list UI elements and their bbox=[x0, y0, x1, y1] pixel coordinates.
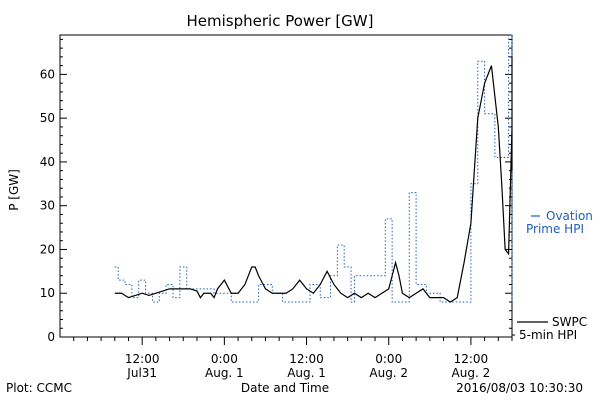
y-tick-label: 30 bbox=[40, 199, 55, 213]
series-ovation-prime-line bbox=[114, 34, 513, 303]
data-lines bbox=[114, 34, 513, 303]
legend-swpc-line1: SWPC bbox=[552, 315, 587, 329]
plot-credit: Plot: CCMC bbox=[6, 381, 72, 395]
y-tick-label: 40 bbox=[40, 155, 55, 169]
x-tick-label-date: Aug. 1 bbox=[205, 366, 244, 380]
x-tick-label-time: 12:00 bbox=[454, 352, 489, 366]
legend-ovation-line1: Ovation bbox=[546, 209, 593, 223]
y-tick-label: 0 bbox=[47, 330, 55, 344]
chart-title: Hemispheric Power [GW] bbox=[187, 12, 374, 30]
x-tick-label-time: 12:00 bbox=[289, 352, 324, 366]
legend-ovation-line2: Prime HPI bbox=[526, 222, 584, 236]
x-tick-label-time: 0:00 bbox=[375, 352, 402, 366]
x-tick-label-time: 0:00 bbox=[211, 352, 238, 366]
x-tick-label-date: Aug. 2 bbox=[452, 366, 491, 380]
x-tick-label-date: Aug. 1 bbox=[287, 366, 326, 380]
y-tick-label: 60 bbox=[40, 67, 55, 81]
x-axis-label: Date and Time bbox=[241, 381, 329, 395]
y-tick-label: 50 bbox=[40, 111, 55, 125]
timestamp: 2016/08/03 10:30:30 bbox=[456, 381, 583, 395]
x-tick-label-time: 12:00 bbox=[125, 352, 160, 366]
legend-swpc-line2: 5-min HPI bbox=[519, 328, 577, 342]
series-swpc-line bbox=[114, 56, 513, 303]
x-tick-label-date: Jul31 bbox=[126, 366, 157, 380]
y-axis: 0 10 20 30 40 50 60 bbox=[40, 38, 512, 344]
y-axis-label: P [GW] bbox=[7, 169, 21, 211]
legend: Ovation Prime HPI SWPC 5-min HPI bbox=[512, 209, 593, 342]
plot-frame bbox=[59, 34, 513, 338]
y-tick-label: 20 bbox=[40, 242, 55, 256]
x-tick-label-date: Aug. 2 bbox=[369, 366, 408, 380]
y-tick-label: 10 bbox=[40, 286, 55, 300]
